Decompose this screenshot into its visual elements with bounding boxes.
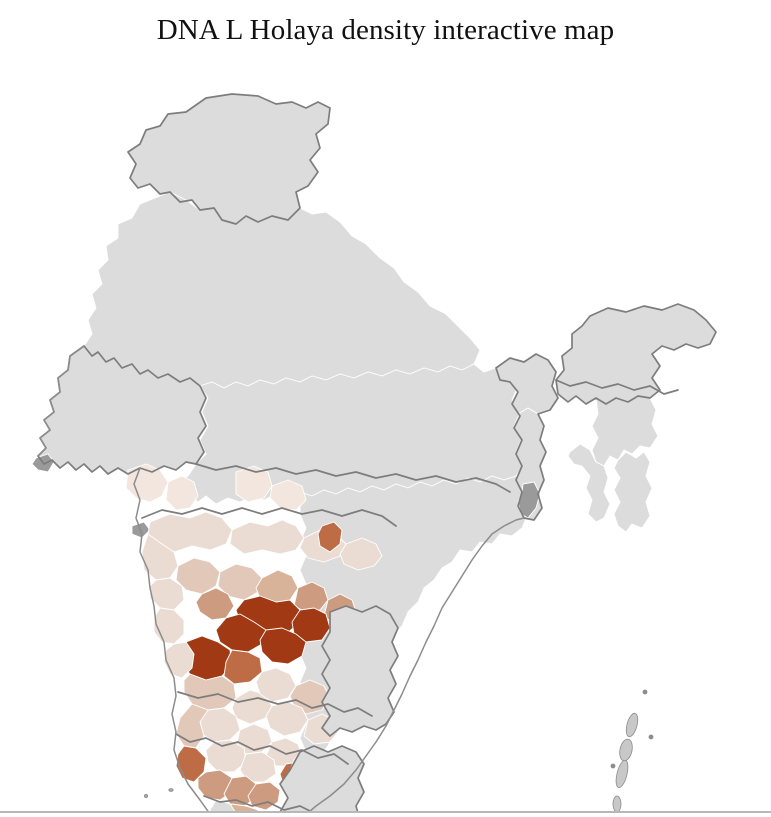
page-title: DNA L Holaya density interactive map — [156, 14, 615, 46]
map-canvas[interactable] — [0, 52, 771, 812]
state-line-tamilnadu — [279, 745, 365, 812]
region-raichur[interactable] — [265, 701, 309, 737]
region-nagpur[interactable] — [339, 537, 383, 571]
state-line-maharashtra-south — [177, 691, 373, 717]
region-manipur-mizoram-east[interactable] — [613, 451, 653, 533]
state-boundaries — [37, 93, 717, 812]
region-mp-light-1[interactable] — [235, 465, 273, 503]
state-line-arunachal — [555, 303, 717, 405]
state-line-mp — [195, 463, 511, 493]
andaman-nicobar-islands[interactable] — [610, 689, 654, 812]
region-chikmagalur[interactable] — [197, 769, 233, 801]
footer-divider — [0, 811, 771, 813]
state-line-rajasthan — [83, 345, 207, 465]
andaman-north[interactable] — [624, 712, 640, 738]
region-kerala[interactable] — [209, 799, 258, 812]
state-line-jk — [127, 93, 331, 225]
region-mandya[interactable] — [247, 781, 281, 811]
region-sangli-lower[interactable] — [223, 649, 263, 685]
lakshadweep-1[interactable] — [143, 794, 148, 799]
little-andaman[interactable] — [612, 795, 622, 812]
state-line-west-bengal — [495, 353, 559, 521]
state-line-karnataka-south — [203, 795, 314, 812]
andaman-middle[interactable] — [618, 738, 634, 762]
region-tripura-mizoram[interactable] — [567, 443, 611, 523]
andaman-islet[interactable] — [610, 763, 616, 769]
state-line-maharashtra-north — [141, 507, 397, 527]
coastline-east — [307, 517, 525, 812]
state-line-karnataka — [175, 733, 349, 765]
region-sangli[interactable] — [215, 613, 267, 653]
region-mp-light-2[interactable] — [269, 479, 307, 511]
lakshadweep-islands[interactable] — [106, 788, 174, 812]
peninsula-basemap — [209, 605, 399, 812]
state-line-odisha — [321, 605, 399, 737]
region-davanagere[interactable] — [239, 751, 277, 783]
coastline-west — [37, 345, 85, 457]
lakshadweep-2[interactable] — [168, 788, 174, 792]
region-ratnagiri[interactable] — [153, 607, 185, 645]
region-pune[interactable] — [175, 557, 221, 595]
andaman-islet-2[interactable] — [642, 689, 648, 695]
region-osmanabad[interactable] — [291, 607, 331, 643]
region-jalgaon[interactable] — [229, 519, 305, 555]
region-bijapur[interactable] — [255, 667, 297, 703]
nicobar-small-2[interactable] — [648, 734, 654, 740]
coastline-konkan — [133, 467, 210, 812]
region-yavatmal[interactable] — [317, 521, 343, 553]
coastline — [37, 345, 525, 812]
india-choropleth-map[interactable] — [0, 52, 771, 812]
region-gujarat-light-2[interactable] — [165, 475, 199, 511]
region-solapur-south[interactable] — [259, 627, 307, 665]
andaman-south[interactable] — [614, 759, 630, 789]
region-north-plains[interactable] — [83, 191, 481, 389]
region-telangana-andhra[interactable] — [321, 605, 399, 737]
